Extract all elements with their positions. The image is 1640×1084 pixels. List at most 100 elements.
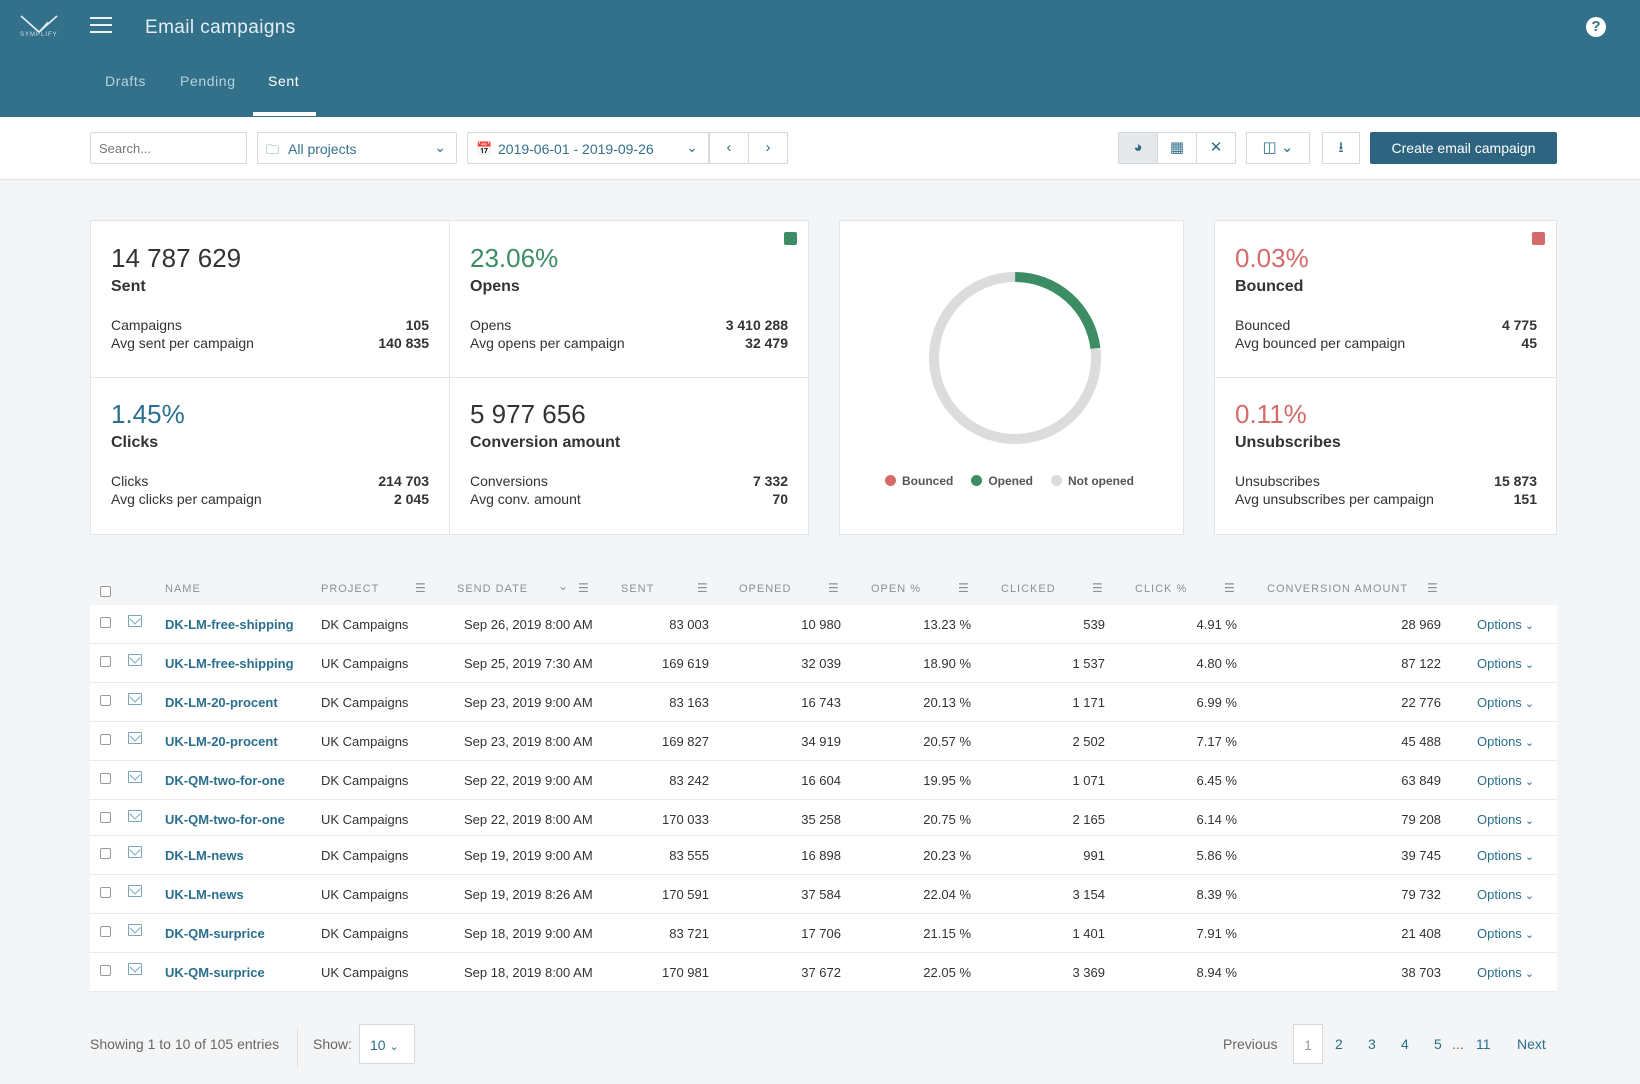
options-dropdown[interactable]: Options ⌄ [1477, 812, 1534, 827]
cell-open-pct: 19.95 % [923, 773, 971, 788]
chevron-down-icon: ⌄ [1521, 890, 1535, 902]
pager-page-11[interactable]: 11 [1476, 1036, 1491, 1052]
row-checkbox[interactable] [100, 965, 111, 976]
table-row[interactable]: UK-QM-surprice UK Campaigns Sep 18, 2019 8… [90, 953, 1557, 992]
options-dropdown[interactable]: Options ⌄ [1477, 773, 1534, 788]
cell-sent: 170 591 [662, 887, 709, 902]
column-menu-icon[interactable]: ☰ [828, 581, 839, 595]
column-menu-icon[interactable]: ☰ [1224, 581, 1235, 595]
download-icon[interactable]: ⭳ [1322, 132, 1360, 164]
tab-drafts[interactable]: Drafts [105, 73, 146, 89]
column-menu-icon[interactable]: ☰ [1427, 581, 1438, 595]
calendar-view-button[interactable]: ▦ [1157, 132, 1197, 164]
table-row[interactable]: DK-LM-free-shipping DK Campaigns Sep 26, 2… [90, 605, 1557, 644]
row-checkbox[interactable] [100, 887, 111, 898]
column-menu-icon[interactable]: ☰ [578, 581, 589, 595]
column-header-project[interactable]: Project [321, 583, 380, 595]
campaign-name-link[interactable]: DK-LM-news [165, 848, 244, 863]
pager-next[interactable]: Next [1517, 1036, 1546, 1052]
campaign-name-link[interactable]: UK-LM-news [165, 887, 244, 902]
help-icon[interactable]: ? [1586, 17, 1606, 37]
sort-desc-icon[interactable]: ⌄ [558, 579, 569, 593]
symplify-logo[interactable] [18, 10, 60, 42]
options-dropdown[interactable]: Options ⌄ [1477, 965, 1534, 980]
options-dropdown[interactable]: Options ⌄ [1477, 926, 1534, 941]
campaign-name-link[interactable]: DK-QM-surprice [165, 926, 265, 941]
table-row[interactable]: UK-LM-20-procent UK Campaigns Sep 23, 2019… [90, 722, 1557, 761]
prev-period-button[interactable]: ‹ [709, 132, 749, 164]
table-row[interactable]: DK-LM-20-procent DK Campaigns Sep 23, 2019… [90, 683, 1557, 722]
campaign-name-link[interactable]: UK-LM-free-shipping [165, 656, 294, 671]
cell-conv: 87 122 [1401, 656, 1441, 671]
column-menu-icon[interactable]: ☰ [415, 581, 426, 595]
page-size-select[interactable]: 10 ⌄ [359, 1024, 415, 1064]
cell-opened: 16 743 [801, 695, 841, 710]
campaign-name-link[interactable]: DK-QM-two-for-one [165, 773, 285, 788]
table-row[interactable]: UK-LM-free-shipping UK Campaigns Sep 25, 2… [90, 644, 1557, 683]
tab-sent[interactable]: Sent [268, 73, 300, 89]
donut-card: Bounced Opened Not opened [839, 220, 1184, 535]
create-email-campaign-button[interactable]: Create email campaign [1370, 132, 1557, 164]
options-dropdown[interactable]: Options ⌄ [1477, 656, 1534, 671]
table-row[interactable]: UK-LM-news UK Campaigns Sep 19, 2019 8:26 … [90, 875, 1557, 914]
options-dropdown[interactable]: Options ⌄ [1477, 887, 1534, 902]
pager-page-1[interactable]: 1 [1293, 1024, 1323, 1064]
legend-label: Bounced [902, 474, 954, 488]
column-menu-icon[interactable]: ☰ [697, 581, 708, 595]
cell-opened: 37 584 [801, 887, 841, 902]
column-header-conversion-amount[interactable]: Conversion amount [1267, 583, 1409, 595]
table-row[interactable]: DK-LM-news DK Campaigns Sep 19, 2019 9:00 … [90, 836, 1557, 875]
project-select[interactable]: 🗀 All projects ⌄ [257, 132, 457, 164]
tab-pending[interactable]: Pending [180, 73, 236, 89]
table-row[interactable]: UK-QM-two-for-one UK Campaigns Sep 22, 201… [90, 800, 1557, 836]
row-checkbox[interactable] [100, 656, 111, 667]
column-header-clicked[interactable]: Clicked [1001, 583, 1056, 595]
stat-key: Avg clicks per campaign [111, 491, 262, 507]
chevron-down-icon: ⌄ [1521, 620, 1535, 632]
column-header-open-pct[interactable]: Open % [871, 583, 922, 595]
row-checkbox[interactable] [100, 812, 111, 823]
options-dropdown[interactable]: Options ⌄ [1477, 617, 1534, 632]
row-checkbox[interactable] [100, 926, 111, 937]
pie-chart-view-button[interactable]: ◕ [1118, 132, 1158, 164]
stat-key: Clicks [111, 473, 149, 489]
cell-click-pct: 8.39 % [1196, 887, 1237, 902]
column-header-send-date[interactable]: Send date [457, 583, 529, 595]
column-header-sent[interactable]: Sent [621, 583, 655, 595]
campaign-name-link[interactable]: UK-QM-surprice [165, 965, 265, 980]
pager-page-4[interactable]: 4 [1401, 1036, 1409, 1052]
column-menu-icon[interactable]: ☰ [1092, 581, 1103, 595]
row-checkbox[interactable] [100, 734, 111, 745]
campaign-name-link[interactable]: UK-QM-two-for-one [165, 812, 285, 827]
column-header-opened[interactable]: Opened [739, 583, 792, 595]
next-period-button[interactable]: › [748, 132, 788, 164]
pager-page-3[interactable]: 3 [1368, 1036, 1376, 1052]
columns-select-button[interactable]: ◫ ⌄ [1246, 132, 1310, 164]
pager-page-2[interactable]: 2 [1335, 1036, 1343, 1052]
campaign-name-link[interactable]: DK-LM-free-shipping [165, 617, 294, 632]
options-dropdown[interactable]: Options ⌄ [1477, 695, 1534, 710]
row-checkbox[interactable] [100, 848, 111, 859]
menu-icon[interactable] [90, 17, 112, 35]
column-header-name[interactable]: Name [165, 583, 201, 595]
close-icon[interactable]: ✕ [1196, 132, 1236, 164]
row-checkbox[interactable] [100, 773, 111, 784]
campaign-name-link[interactable]: UK-LM-20-procent [165, 734, 278, 749]
date-range-select[interactable]: 📅 2019-06-01 - 2019-09-26 ⌄ [467, 132, 709, 164]
cell-open-pct: 22.05 % [923, 965, 971, 980]
pager-page-5[interactable]: 5 [1434, 1036, 1442, 1052]
options-dropdown[interactable]: Options ⌄ [1477, 734, 1534, 749]
chevron-down-icon: ⌄ [1521, 815, 1535, 827]
table-row[interactable]: DK-QM-surprice DK Campaigns Sep 18, 2019 9… [90, 914, 1557, 953]
search-input[interactable] [90, 132, 247, 164]
pager-previous[interactable]: Previous [1223, 1036, 1278, 1052]
options-label: Options [1477, 848, 1522, 863]
row-checkbox[interactable] [100, 617, 111, 628]
table-row[interactable]: DK-QM-two-for-one DK Campaigns Sep 22, 201… [90, 761, 1557, 800]
select-all-checkbox[interactable] [100, 586, 111, 597]
column-menu-icon[interactable]: ☰ [958, 581, 969, 595]
row-checkbox[interactable] [100, 695, 111, 706]
options-dropdown[interactable]: Options ⌄ [1477, 848, 1534, 863]
column-header-click-pct[interactable]: Click % [1135, 583, 1188, 595]
campaign-name-link[interactable]: DK-LM-20-procent [165, 695, 278, 710]
